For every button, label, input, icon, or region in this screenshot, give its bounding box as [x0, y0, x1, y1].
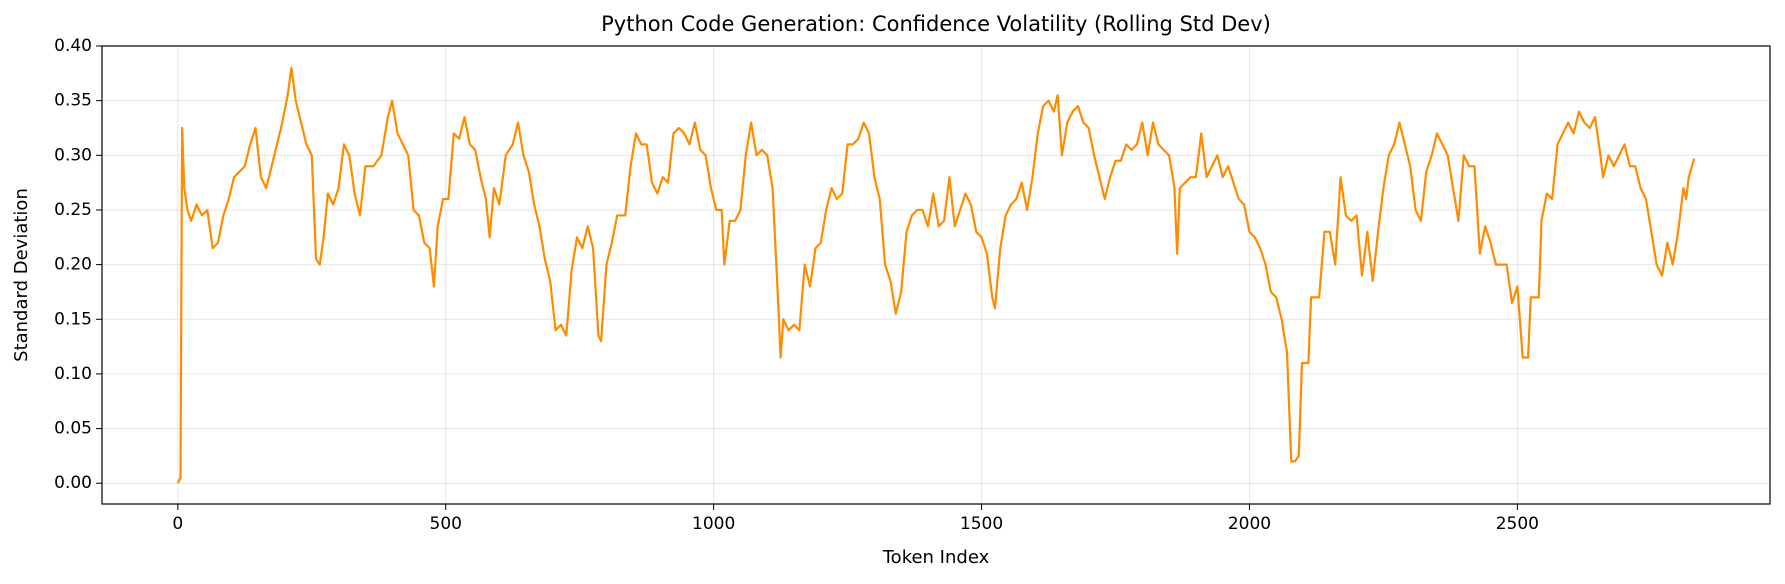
y-tick-label: 0.15	[54, 309, 92, 329]
chart-title: Python Code Generation: Confidence Volat…	[601, 12, 1271, 36]
x-axis-label: Token Index	[882, 547, 990, 568]
data-line	[176, 66, 1696, 484]
y-tick-label: 0.30	[54, 145, 92, 165]
x-tick-label: 1500	[960, 514, 1003, 534]
y-tick-label: 0.10	[54, 364, 92, 384]
x-tick-label: 2500	[1496, 514, 1539, 534]
y-tick-label: 0.25	[54, 200, 92, 220]
y-tick-label: 0.00	[54, 473, 92, 493]
plot-frame	[101, 45, 1771, 505]
y-tick-label: 0.05	[54, 419, 92, 439]
y-tick-label: 0.20	[54, 255, 92, 275]
y-tick-label: 0.35	[54, 91, 92, 111]
x-tick-label: 1000	[692, 514, 735, 534]
x-tick-label: 2000	[1228, 514, 1271, 534]
x-tick-label: 0	[172, 514, 183, 534]
x-tick-label: 500	[430, 514, 462, 534]
y-tick-label: 0.40	[54, 36, 92, 56]
y-axis-label: Standard Deviation	[11, 188, 32, 362]
